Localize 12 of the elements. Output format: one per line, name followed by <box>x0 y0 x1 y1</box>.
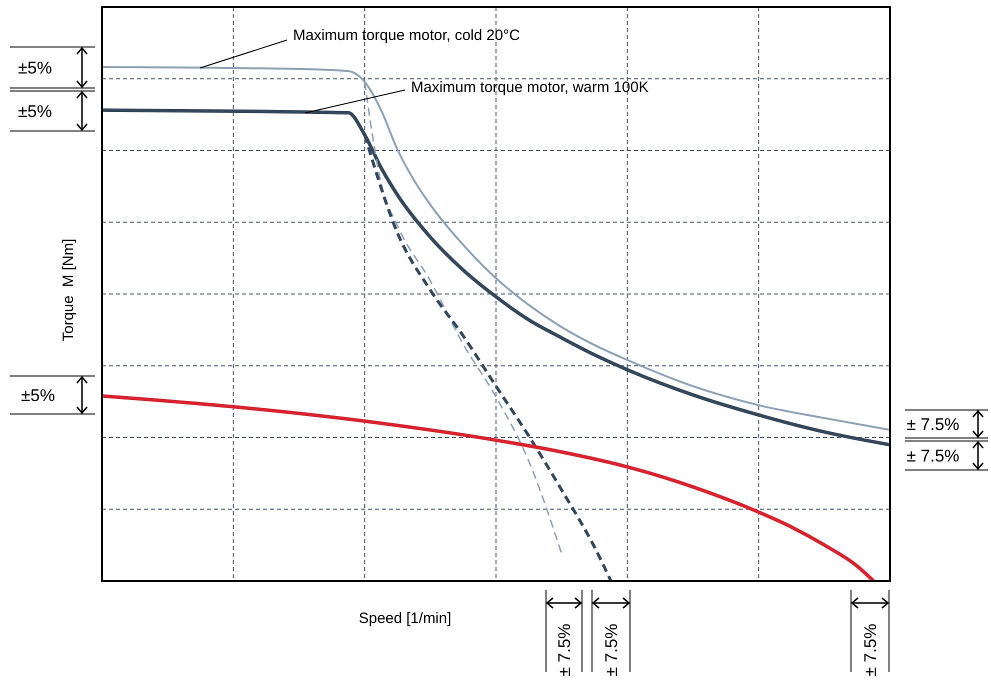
text: Maximum torque motor, warm 100K <box>411 79 649 96</box>
text: ± 7.5% <box>555 624 574 676</box>
text: ±5% <box>18 102 52 121</box>
x-axis-title: Speed [1/min] <box>358 610 452 627</box>
text: ± 7.5% <box>861 624 880 676</box>
text: ± 7.5% <box>906 446 960 466</box>
text: ±5% <box>18 58 52 78</box>
y-axis-title: Torque M [Nm] <box>60 238 77 342</box>
series-label: Maximum torque motor, cold 20°C <box>293 27 520 44</box>
text: ± 7.5% <box>906 415 960 434</box>
text: ±5% <box>21 386 55 405</box>
text: ± 7.5% <box>602 624 621 676</box>
